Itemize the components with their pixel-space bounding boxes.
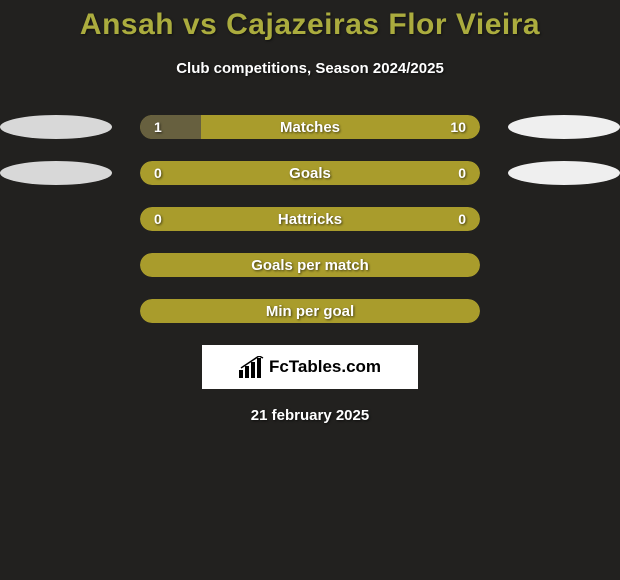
stat-value-right: 0	[458, 211, 466, 227]
logo-text: FcTables.com	[269, 357, 381, 377]
main-container: Ansah vs Cajazeiras Flor Vieira Club com…	[0, 0, 620, 424]
stat-bar: 0Hattricks0	[140, 207, 480, 231]
date-text: 21 february 2025	[0, 407, 620, 424]
player-badge-left	[0, 115, 112, 139]
stat-value-right: 10	[450, 119, 466, 135]
stat-bar: 0Goals0	[140, 161, 480, 185]
stat-bar: 1Matches10	[140, 115, 480, 139]
chart-icon	[239, 356, 265, 378]
stat-label: Goals per match	[140, 257, 480, 274]
stat-bar: Min per goal	[140, 299, 480, 323]
player-badge-right	[508, 161, 620, 185]
player-badge-right	[508, 115, 620, 139]
stat-label: Hattricks	[140, 211, 480, 228]
logo-content: FcTables.com	[239, 356, 381, 378]
stat-row: Goals per match	[0, 253, 620, 277]
player-badge-left	[0, 161, 112, 185]
page-title: Ansah vs Cajazeiras Flor Vieira	[0, 8, 620, 42]
stat-value-right: 0	[458, 165, 466, 181]
subtitle: Club competitions, Season 2024/2025	[0, 60, 620, 77]
stat-label: Min per goal	[140, 303, 480, 320]
stat-bar: Goals per match	[140, 253, 480, 277]
logo-box[interactable]: FcTables.com	[202, 345, 418, 389]
stat-label: Goals	[140, 165, 480, 182]
stat-row: Min per goal	[0, 299, 620, 323]
stat-row: 0Hattricks0	[0, 207, 620, 231]
stat-row: 1Matches10	[0, 115, 620, 139]
stat-label: Matches	[140, 119, 480, 136]
stats-area: 1Matches100Goals00Hattricks0Goals per ma…	[0, 115, 620, 323]
stat-row: 0Goals0	[0, 161, 620, 185]
